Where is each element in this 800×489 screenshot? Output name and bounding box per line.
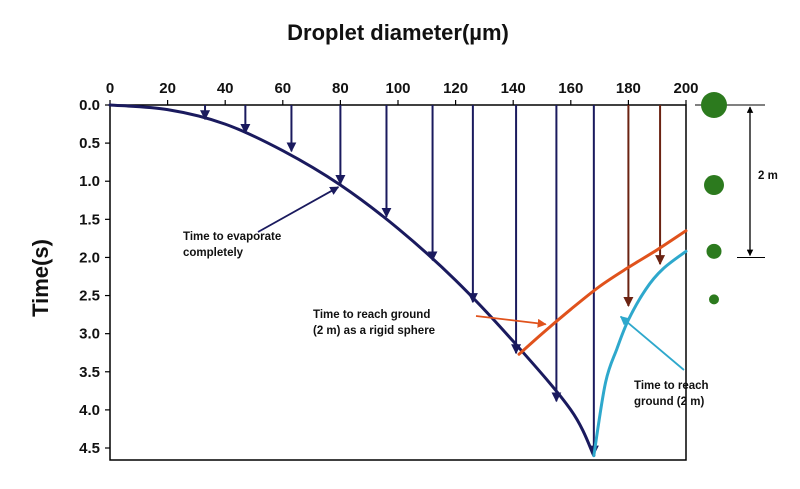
x-tick-label: 180: [616, 80, 641, 97]
y-tick-label: 3.5: [79, 364, 100, 381]
y-axis-label: Time(s): [28, 239, 53, 317]
x-tick-label: 0: [106, 80, 114, 97]
annotation-text: Time to reach ground: [313, 309, 430, 321]
y-tick-label: 0.5: [79, 135, 100, 152]
droplet-3: [706, 243, 722, 259]
scale-label: 2 m: [758, 170, 778, 182]
x-tick-label: 100: [385, 80, 410, 97]
x-tick-label: 120: [443, 80, 468, 97]
y-tick-label: 0.0: [79, 97, 100, 114]
y-tick-label: 4.5: [79, 440, 100, 457]
y-tick-label: 3.0: [79, 326, 100, 343]
annotation-text: ground (2 m): [634, 396, 704, 408]
x-tick-label: 140: [501, 80, 526, 97]
annotations: Time to evaporate completely Time to reach…: [183, 186, 709, 408]
annotation-text: (2 m) as a rigid sphere: [313, 325, 435, 337]
y-tick-label: 2.0: [79, 249, 100, 266]
arrows: [200, 105, 666, 456]
droplet-4: [709, 294, 719, 305]
x-tick-label: 20: [159, 80, 176, 97]
annotation-pointer: [475, 315, 547, 328]
series-line-1: [108, 103, 596, 458]
series: [108, 103, 688, 458]
y-tick-label: 1.5: [79, 211, 100, 228]
plot-frame: [109, 104, 687, 461]
annotation-text: Time to evaporate: [183, 231, 281, 243]
x-tick-label: 160: [558, 80, 583, 97]
y-tick-label: 4.0: [79, 402, 100, 419]
y-tick-label: 1.0: [79, 173, 100, 190]
droplet-2: [704, 175, 724, 196]
x-tick-label: 200: [673, 80, 698, 97]
annotation-pointer: [257, 186, 340, 233]
y-ticks: 0.0 0.5 1.0 1.5 2.0 2.5 3.0 3.5 4.0 4.5: [79, 97, 110, 457]
x-tick-label: 80: [332, 80, 349, 97]
annotation-text: Time to reach: [634, 380, 709, 392]
x-tick-label: 40: [217, 80, 234, 97]
annotation-pointer: [619, 315, 685, 371]
chart-title: Droplet diameter(µm): [287, 20, 509, 45]
y-tick-label: 2.5: [79, 288, 100, 305]
x-ticks: 0 20 40 60 80 100 120 140 160 180 200: [106, 80, 699, 105]
annotation-text: completely: [183, 247, 244, 259]
x-tick-label: 60: [274, 80, 291, 97]
side-scale: 2 m: [695, 92, 778, 305]
droplet-1: [701, 92, 727, 118]
series-line-2: [517, 229, 688, 356]
